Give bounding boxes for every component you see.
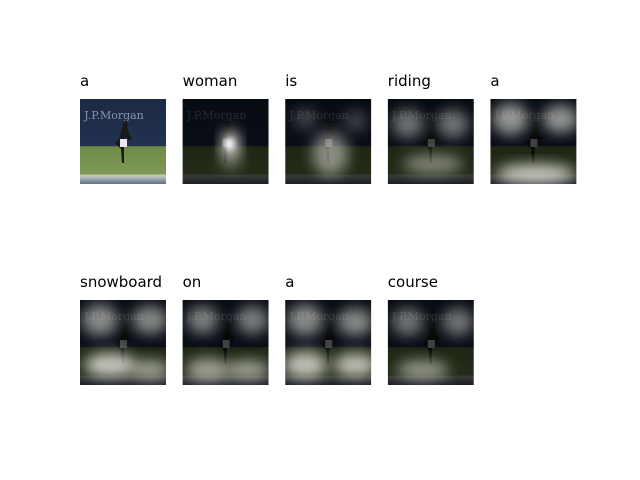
attention-spot [285,351,328,379]
attention-spot [287,304,324,336]
attention-spot [185,358,230,382]
attention-spot [225,360,269,380]
word-title: woman [183,72,238,90]
attention-spot [391,110,424,138]
word-title: on [183,273,202,291]
attention-peak [225,138,234,150]
word-title: riding [388,72,431,90]
attention-image: J.P.Morgan [490,99,577,184]
word-title: a [490,72,499,90]
attention-spot [396,360,449,380]
attention-spot [337,308,372,336]
attention-spot [402,154,463,174]
attention-spot [293,109,318,129]
attention-spot [391,308,424,336]
attention-spot [220,147,241,171]
attention-spot [343,111,368,131]
attention-spot [333,353,372,377]
attention-spot [186,306,219,334]
attention-image: J.P.Morgan [285,99,372,184]
attention-spot [84,353,136,377]
attention-spot [130,360,166,380]
attention-image: J.P.Morgan [80,300,166,385]
attention-spot [495,164,576,184]
panels: a J.P.Morgan woman J.P.Morgan is J.P.Morgan ri… [80,72,577,385]
attention-image: J.P.Morgan [182,300,269,385]
photo-text: J.P.Morgan [83,109,144,122]
attention-spot [236,306,269,334]
attention-spot [492,103,529,135]
attention-spot [312,132,349,176]
attention-image: J.P.Morgan [387,99,474,184]
player-shirt [120,139,127,147]
attention-spot [82,304,118,336]
attention-image: J.P.Morgan [182,99,269,184]
attention-image: J.P.Morgan [80,99,166,184]
word-title: is [285,72,297,90]
attention-image: J.P.Morgan [285,300,372,385]
word-title: a [80,72,89,90]
word-title: snowboard [80,273,162,291]
word-title: a [285,273,294,291]
attention-spot [542,105,577,133]
attention-spot [441,308,474,336]
word-title: course [388,273,438,291]
attention-image: J.P.Morgan [387,300,474,385]
attention-spot [132,306,166,334]
attention-spot [436,110,469,138]
